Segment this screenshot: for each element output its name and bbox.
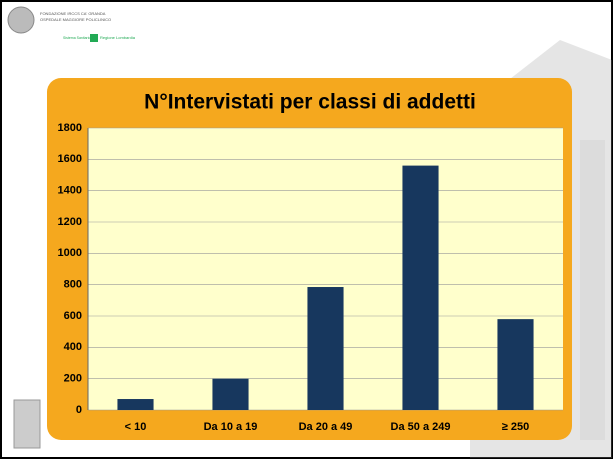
y-tick-label: 0 xyxy=(76,404,82,416)
logo-region: Regione Lombardia xyxy=(100,35,136,40)
logo-line2: OSPEDALE MAGGIORE POLICLINICO xyxy=(40,17,111,22)
bar xyxy=(497,319,534,410)
bar xyxy=(117,399,154,410)
y-tick-label: 1000 xyxy=(58,247,82,259)
x-tick-label: ≥ 250 xyxy=(502,421,529,433)
logo-emblem xyxy=(7,6,35,34)
region-mark xyxy=(90,34,98,42)
logo-sub: Sistema Sanitario xyxy=(63,36,90,40)
chart-title: N°Intervistati per classi di addetti xyxy=(144,91,476,114)
y-tick-label: 1400 xyxy=(58,185,82,197)
y-tick-label: 1600 xyxy=(58,153,82,165)
x-tick-label: Da 20 a 49 xyxy=(299,421,353,433)
y-tick-label: 1800 xyxy=(58,122,82,134)
bar xyxy=(402,165,439,410)
y-tick-label: 200 xyxy=(64,373,82,385)
logo-line1: FONDAZIONE IRCCS CA' GRANDA xyxy=(40,11,106,16)
bar xyxy=(212,378,249,410)
y-tick-label: 600 xyxy=(64,310,82,322)
y-tick-label: 400 xyxy=(64,341,82,353)
x-tick-label: Da 50 a 249 xyxy=(391,421,451,433)
bar xyxy=(307,287,344,410)
y-tick-label: 1200 xyxy=(58,216,82,228)
x-tick-label: Da 10 a 19 xyxy=(204,421,258,433)
y-tick-label: 800 xyxy=(64,279,82,291)
x-tick-label: < 10 xyxy=(125,421,147,433)
side-badge xyxy=(13,399,41,449)
